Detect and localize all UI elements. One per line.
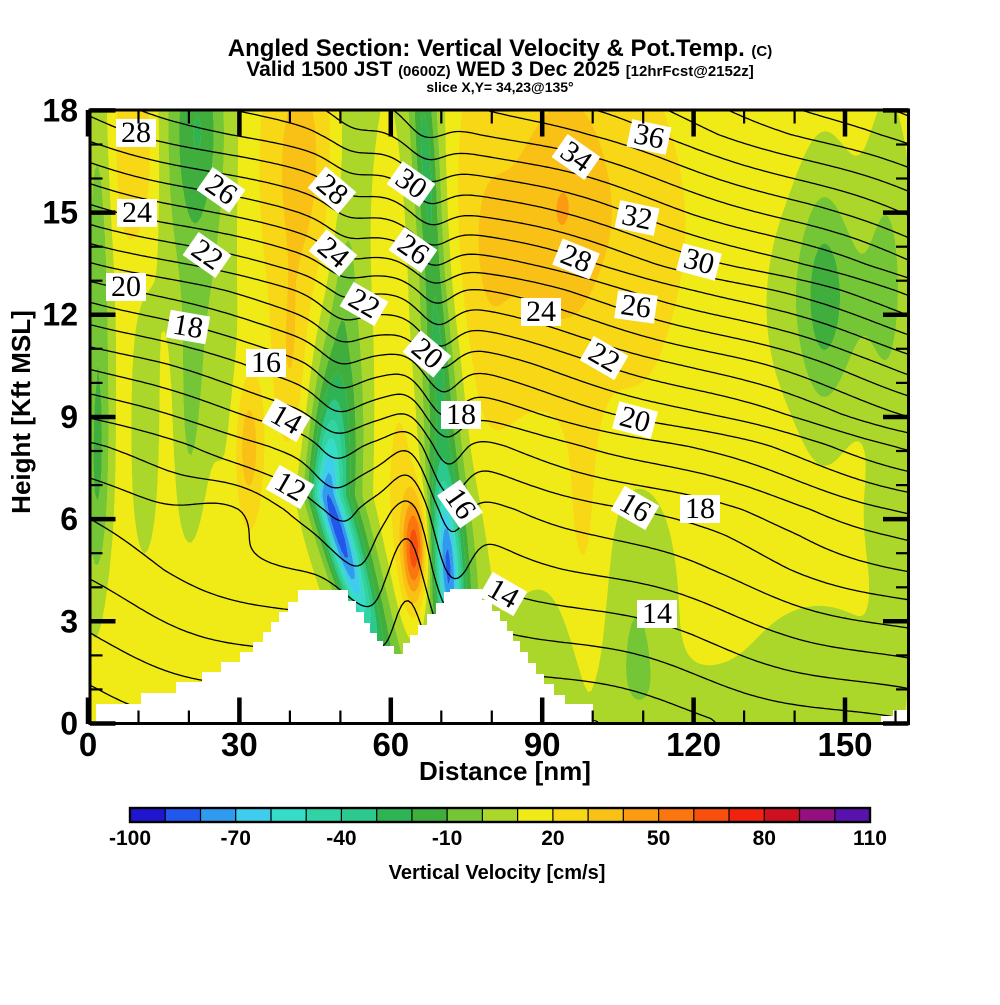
svg-text:150: 150 — [817, 726, 872, 763]
svg-text:14: 14 — [642, 597, 672, 630]
svg-text:Vertical Velocity [cm/s]: Vertical Velocity [cm/s] — [389, 862, 606, 884]
svg-text:Height [Kft MSL]: Height [Kft MSL] — [6, 310, 36, 514]
svg-text:20: 20 — [111, 270, 141, 303]
svg-text:18: 18 — [42, 92, 78, 128]
svg-text:15: 15 — [42, 195, 78, 231]
svg-text:26: 26 — [619, 288, 653, 325]
svg-text:120: 120 — [666, 726, 721, 763]
svg-text:6: 6 — [60, 501, 78, 537]
svg-text:80: 80 — [753, 827, 776, 850]
svg-text:-70: -70 — [221, 827, 251, 850]
svg-text:12: 12 — [42, 297, 78, 333]
svg-text:50: 50 — [647, 827, 670, 850]
svg-text:-40: -40 — [326, 827, 356, 850]
svg-text:18: 18 — [446, 398, 476, 431]
svg-text:Distance [nm]: Distance [nm] — [419, 756, 591, 786]
svg-text:-100: -100 — [109, 827, 151, 850]
svg-text:Angled Section: Vertical Veloc: Angled Section: Vertical Velocity & Pot.… — [228, 35, 773, 62]
svg-text:9: 9 — [60, 399, 78, 435]
svg-text:20: 20 — [541, 827, 564, 850]
svg-text:16: 16 — [251, 346, 281, 379]
svg-text:24: 24 — [526, 295, 556, 328]
svg-text:3: 3 — [60, 603, 78, 639]
svg-text:110: 110 — [853, 827, 887, 850]
svg-text:slice X,Y= 34,23@135°: slice X,Y= 34,23@135° — [426, 79, 573, 95]
svg-text:30: 30 — [221, 726, 258, 763]
svg-text:-10: -10 — [432, 827, 462, 850]
svg-text:18: 18 — [685, 492, 715, 525]
svg-text:32: 32 — [619, 198, 655, 237]
svg-text:0: 0 — [60, 706, 78, 742]
svg-text:0: 0 — [79, 726, 97, 763]
svg-text:18: 18 — [170, 308, 205, 346]
svg-text:60: 60 — [372, 726, 409, 763]
svg-text:90: 90 — [524, 726, 561, 763]
svg-text:Valid 1500 JST (0600Z) WED 3 D: Valid 1500 JST (0600Z) WED 3 Dec 2025 [1… — [246, 58, 753, 81]
svg-text:24: 24 — [122, 196, 152, 229]
svg-text:36: 36 — [631, 117, 667, 156]
svg-text:28: 28 — [121, 116, 151, 149]
